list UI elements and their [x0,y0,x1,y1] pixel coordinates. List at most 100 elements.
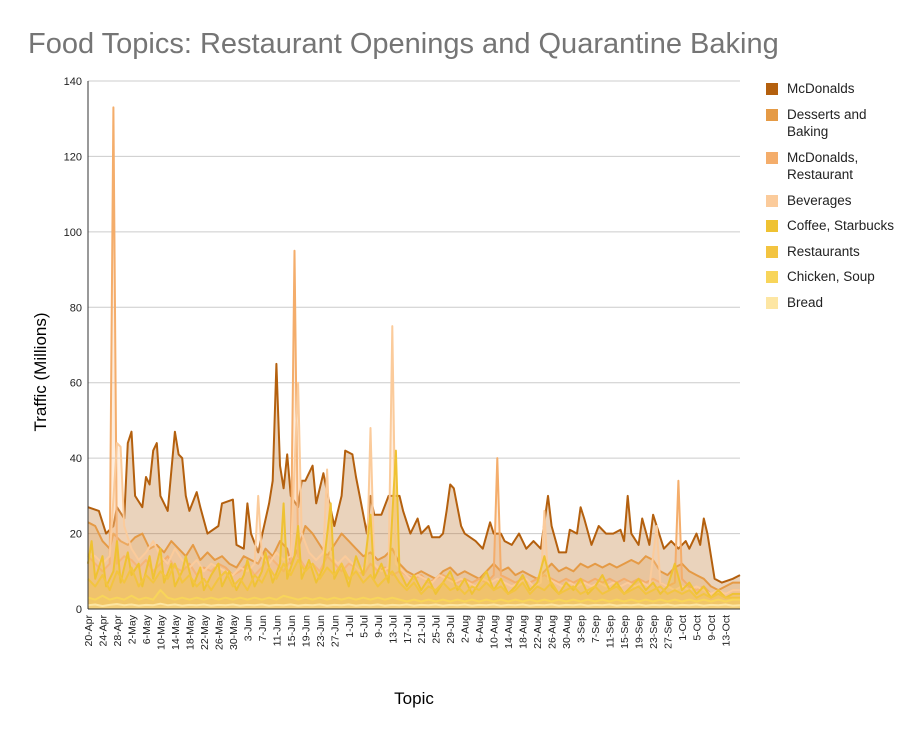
x-tick-label: 13-Jul [387,615,399,644]
legend-item: Bread [766,294,896,312]
legend-item: Desserts and Baking [766,106,896,141]
x-tick-label: 15-Sep [619,615,631,649]
series-5 [87,559,740,609]
legend-label: Chicken, Soup [787,269,875,284]
x-tick-label: 6-Aug [474,615,486,643]
legend-item: Coffee, Starbucks [766,217,896,235]
x-tick-label: 7-Jun [257,615,269,641]
x-tick-label: 14-May [170,614,182,650]
x-tick-label: 5-Oct [692,615,704,641]
x-tick-label: 14-Aug [503,615,515,649]
x-tick-label: 3-Sep [576,615,588,643]
legend: McDonalds Desserts and Baking McDonalds, R… [766,80,896,319]
legend-swatch [766,194,778,207]
y-axis-title: Traffic (Millions) [31,312,50,431]
legend-swatch [766,220,778,232]
x-tick-label: 9-Jul [373,615,385,638]
x-tick-label: 21-Jul [416,615,428,644]
y-tick-label: 60 [70,378,82,390]
x-tick-label: 17-Jul [402,615,414,644]
legend-label: Desserts and Baking [787,106,867,140]
x-tick-label: 26-May [213,614,225,650]
y-tick-label: 0 [76,604,82,616]
y-tick-label: 140 [64,76,82,88]
legend-swatch [766,83,778,95]
x-tick-label: 20-Apr [83,614,95,646]
x-tick-label: 22-May [199,614,211,650]
x-tick-label: 13-Oct [721,615,733,647]
x-tick-label: 18-Aug [518,615,530,649]
series-areas [87,106,741,610]
x-tick-label: 22-Aug [532,615,544,649]
y-tick-label: 40 [70,453,82,465]
x-tick-label: 23-Sep [648,615,660,649]
legend-label: Coffee, Starbucks [787,218,895,233]
series-7 [87,602,741,609]
x-tick-label: 29-Jul [445,615,457,644]
series-line [87,362,741,584]
x-tick-label: 9-Oct [706,615,718,641]
series-area [88,326,740,609]
x-tick-label: 19-Sep [634,615,646,649]
legend-swatch [766,108,778,121]
series-4 [87,449,740,609]
legend-label: Bread [787,294,824,310]
legend-item: Restaurants [766,243,896,261]
x-tick-label: 27-Jun [329,615,341,647]
legend-item: Beverages [766,192,896,210]
x-tick-label: 24-Apr [98,614,110,646]
x-axis-ticks: 20-Apr 24-Apr 28-Apr 2-May 6-May 10-May 14-May… [83,614,733,650]
series-area [88,363,740,609]
x-tick-label: 10-Aug [489,615,501,649]
x-tick-label: 1-Oct [677,615,689,641]
series-0 [87,362,741,609]
y-axis-ticks: 0 20 40 60 80 100 120 140 [64,76,82,616]
x-tick-label: 30-May [228,614,240,650]
y-tick-label: 80 [70,302,82,314]
legend-label: McDonalds [787,81,855,96]
legend-swatch [766,271,778,283]
legend-label: Restaurants [787,243,860,259]
chart-title: Food Topics: Restaurant Openings and Qua… [28,28,779,60]
x-tick-label: 26-Aug [547,615,559,649]
legend-item: McDonalds, Restaurant [766,149,896,184]
x-tick-label: 11-Sep [605,615,617,648]
legend-item: McDonalds [766,80,896,98]
series-line [87,559,740,599]
series-2 [87,106,740,610]
legend-item: Chicken, Soup [766,268,896,286]
x-tick-label: 15-Jun [286,615,298,647]
y-tick-label: 100 [64,227,82,239]
series-area [88,560,740,609]
x-tick-label: 2-May [127,614,139,644]
x-tick-label: 1-Jul [344,615,356,638]
x-tick-label: 7-Sep [590,615,602,643]
x-tick-label: 3-Jun [242,615,254,641]
legend-label: McDonalds, Restaurant [787,149,859,183]
x-tick-label: 11-Jun [271,615,283,646]
x-axis-title: Topic [394,689,434,708]
x-tick-label: 25-Jul [431,615,443,644]
series-line [87,521,740,592]
legend-swatch [766,151,778,164]
series-line [87,106,740,595]
x-tick-label: 10-May [155,614,167,650]
series-line [87,602,741,607]
x-tick-label: 28-Apr [112,614,124,646]
legend-label: Beverages [787,192,852,208]
x-tick-label: 2-Aug [460,615,472,643]
axes [87,81,740,610]
series-line [87,449,740,599]
x-tick-label: 18-May [184,614,196,650]
y-tick-label: 20 [70,529,82,541]
x-tick-label: 5-Jul [358,615,370,638]
legend-swatch [766,245,778,258]
x-tick-label: 27-Sep [663,615,675,649]
legend-swatch [766,296,778,309]
x-tick-label: 6-May [141,614,153,644]
y-tick-label: 120 [64,151,82,163]
x-tick-label: 19-Jun [300,615,312,647]
x-tick-label: 30-Aug [561,615,573,649]
series-line [87,589,740,603]
